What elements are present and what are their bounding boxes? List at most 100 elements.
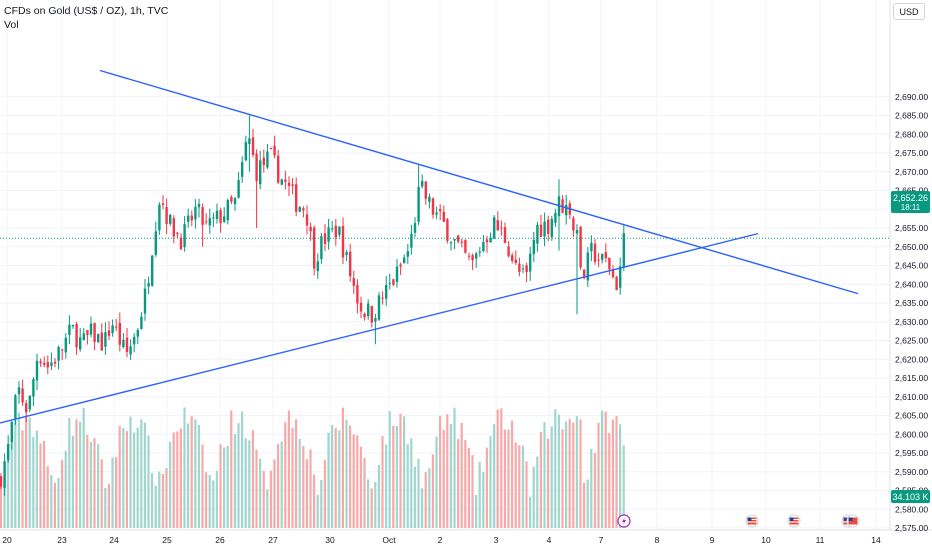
candle-body bbox=[334, 225, 337, 238]
volume-bar bbox=[169, 441, 172, 528]
currency-button[interactable]: USD bbox=[893, 3, 925, 20]
volume-bar bbox=[439, 416, 442, 528]
volume-bar bbox=[586, 479, 589, 528]
volume-bar bbox=[399, 413, 402, 528]
volume-bar bbox=[395, 425, 398, 528]
candle-body bbox=[622, 233, 625, 268]
candle-body bbox=[21, 388, 24, 403]
event-markers[interactable] bbox=[745, 514, 860, 528]
volume-bar bbox=[115, 457, 118, 528]
y-tick-label: 2,630.00 bbox=[895, 317, 928, 327]
candle-body bbox=[53, 361, 57, 364]
volume-bar bbox=[489, 436, 492, 528]
candle-body bbox=[237, 180, 240, 198]
trendline-lower[interactable] bbox=[0, 232, 759, 424]
volume-bar bbox=[543, 422, 546, 528]
us-flag-icon[interactable] bbox=[846, 514, 860, 528]
volume-bar bbox=[359, 446, 362, 528]
volume-bar bbox=[442, 429, 445, 528]
y-tick-label: 2,615.00 bbox=[895, 373, 928, 383]
candle-body bbox=[593, 243, 597, 262]
volume-bar bbox=[500, 408, 503, 528]
y-tick-label: 2,680.00 bbox=[895, 129, 928, 139]
volume-bar bbox=[122, 428, 125, 528]
lightning-icon[interactable] bbox=[617, 514, 631, 528]
candle-body bbox=[122, 339, 125, 348]
x-tick-label: 3 bbox=[494, 535, 499, 545]
candle-body bbox=[385, 285, 388, 299]
x-tick-label: 2 bbox=[438, 535, 443, 545]
volume-bar bbox=[25, 416, 28, 528]
volume-bar bbox=[485, 447, 488, 528]
volume-bar bbox=[518, 445, 521, 528]
volume-bar bbox=[302, 445, 305, 528]
candle-body bbox=[262, 157, 265, 166]
volume-bar bbox=[82, 407, 85, 528]
candle-body bbox=[25, 403, 28, 413]
candle-body bbox=[338, 226, 341, 235]
candle-body bbox=[118, 322, 121, 345]
volume-bar bbox=[151, 472, 154, 528]
volume-bar bbox=[273, 459, 276, 528]
candle-body bbox=[291, 184, 294, 186]
candle-body bbox=[169, 214, 172, 224]
volume-bar bbox=[28, 417, 31, 528]
candle-body bbox=[431, 198, 435, 215]
volume-indicator-label[interactable]: Vol bbox=[4, 19, 19, 31]
candle-body bbox=[410, 233, 413, 248]
volume-bar bbox=[377, 464, 380, 528]
volume-bar bbox=[241, 411, 244, 528]
volume-bar bbox=[507, 429, 510, 528]
candle-body bbox=[255, 153, 258, 182]
volume-bar bbox=[334, 428, 337, 528]
price-axis[interactable]: 2,575.002,580.002,585.002,590.002,595.00… bbox=[895, 92, 928, 533]
volume-bar bbox=[471, 455, 474, 528]
volume-bar bbox=[464, 440, 467, 528]
candle-body bbox=[485, 239, 489, 243]
us-flag-icon[interactable] bbox=[745, 514, 759, 528]
volume-bar bbox=[478, 461, 481, 528]
us-flag-icon[interactable] bbox=[787, 514, 801, 528]
volume-bar bbox=[161, 474, 164, 528]
volume-bar bbox=[424, 472, 427, 528]
candle-body bbox=[388, 283, 391, 285]
candle-body bbox=[71, 324, 75, 327]
volume-bar bbox=[39, 443, 42, 528]
volume-bar bbox=[313, 474, 316, 528]
time-axis[interactable]: 20 23 24 25 26 27 30 Oct 2 3 4 7 8 9 10 11 14 bbox=[2, 535, 881, 545]
volume-bar bbox=[622, 445, 625, 528]
volume-bar bbox=[593, 452, 596, 528]
candle-body bbox=[223, 216, 226, 222]
volume-bar bbox=[226, 445, 229, 528]
candle-body bbox=[161, 203, 165, 205]
volume-bar bbox=[21, 430, 24, 528]
volume-bar bbox=[10, 443, 13, 528]
candle-body bbox=[111, 325, 114, 333]
volume-bar bbox=[0, 476, 3, 528]
trendlines[interactable] bbox=[0, 69, 859, 424]
candle-body bbox=[615, 276, 618, 291]
candle-body bbox=[241, 162, 244, 177]
volume-bar bbox=[460, 423, 463, 528]
y-tick-label: 2,610.00 bbox=[895, 392, 928, 402]
symbol-title[interactable]: CFDs on Gold (US$ / OZ), 1h, TVC bbox=[4, 5, 169, 17]
trendline-upper[interactable] bbox=[99, 69, 859, 295]
candle-body bbox=[309, 226, 312, 232]
candle-body bbox=[478, 251, 481, 253]
candle-body bbox=[327, 227, 330, 242]
volume-bar bbox=[35, 430, 38, 528]
candle-body bbox=[421, 181, 424, 187]
volume-bar bbox=[244, 438, 247, 528]
grid bbox=[0, 0, 890, 530]
volume-bar bbox=[212, 480, 215, 528]
candle-body bbox=[403, 257, 406, 264]
candle-body bbox=[590, 242, 593, 252]
candle-body bbox=[284, 179, 287, 182]
volume-bar bbox=[287, 410, 290, 528]
volume-bar bbox=[53, 482, 56, 528]
volume-bar bbox=[619, 424, 622, 528]
candle-body bbox=[428, 196, 431, 202]
candle-body bbox=[219, 210, 222, 224]
volume-bar bbox=[71, 435, 74, 528]
